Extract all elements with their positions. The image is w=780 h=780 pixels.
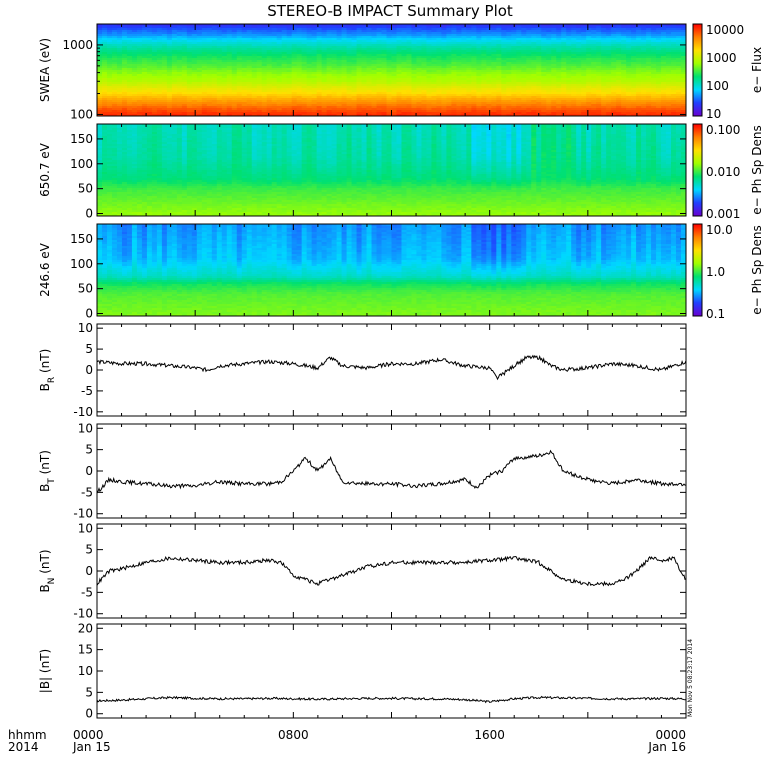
y-tick-label: 10: [78, 321, 93, 335]
panel-6: 10 5 0 -5 -10 BN (nT): [38, 521, 687, 621]
line-series-4: [96, 354, 687, 381]
line-series-7: [96, 695, 687, 704]
colorbar-tick: 1.0: [706, 265, 725, 279]
y-tick-label: -5: [81, 585, 93, 599]
y-tick-label: 100: [70, 157, 93, 171]
y-tick-label: 1000: [62, 38, 93, 52]
y-axis-label: |B| (nT): [38, 649, 52, 693]
y-tick-label: 20: [78, 621, 93, 635]
y-tick-label: 0: [85, 307, 93, 321]
y-axis-label: BN (nT): [38, 549, 57, 592]
panel-4: 10 5 0 -5 -10 BR (nT): [38, 321, 687, 419]
line-series-5: [96, 449, 687, 494]
colorbar-3: 10.0 1.0 0.1 e− Ph Sp Dens: [692, 223, 764, 321]
spectrogram-2: [97, 124, 686, 216]
panel-frame: [96, 623, 687, 719]
y-tick-label: 100: [70, 257, 93, 271]
line-series-6: [96, 555, 687, 587]
y-axis-label: SWEA (eV): [38, 38, 52, 102]
colorbar-label: e− Ph Sp Dens: [750, 125, 764, 214]
x-tick-label: 0000: [73, 728, 104, 742]
y-tick-label: 5: [85, 342, 93, 356]
y-tick-label: 10: [78, 521, 93, 535]
colorbar-tick: 100: [706, 79, 729, 93]
colorbar-1: 10000 1000 100 10 e− Flux: [692, 23, 764, 121]
y-tick-label: -10: [73, 607, 93, 621]
colorbar-label: e− Ph Sp Dens: [750, 225, 764, 314]
panel-2: 0.100 0.010 0.001 e− Ph Sp Dens 0 50 100 150 650…: [38, 123, 764, 221]
y-tick-label: -10: [73, 507, 93, 521]
year-label: 2014: [8, 740, 39, 754]
panel-frame: [96, 523, 687, 619]
y-tick-label: 5: [85, 443, 93, 457]
colorbar-tick: 1000: [706, 51, 737, 65]
y-tick-label: -5: [81, 485, 93, 499]
x-date-label: Jan 16: [647, 740, 686, 754]
y-tick-label: -5: [81, 384, 93, 398]
trace-6: [96, 555, 687, 587]
x-tick-label: 0800: [278, 728, 309, 742]
y-tick-label: 150: [70, 232, 93, 246]
y-tick-label: 0: [85, 707, 93, 721]
x-tick-label: 1600: [474, 728, 505, 742]
panel-5: 10 5 0 -5 -10 BT (nT): [38, 421, 687, 521]
trace-4: [96, 354, 687, 381]
y-tick-label: 0: [85, 363, 93, 377]
panel-frame: [96, 423, 687, 519]
spectrogram-3: [97, 224, 686, 316]
y-tick-label: 5: [85, 685, 93, 699]
colorbar-label: e− Flux: [750, 47, 764, 93]
colorbar-tick: 0.001: [706, 207, 740, 221]
generation-timestamp: Mon Nov 5 08:23:17 2014: [687, 639, 694, 717]
x-tick-label: 0000: [655, 728, 686, 742]
plot-title: STEREO-B IMPACT Summary Plot: [267, 2, 513, 20]
colorbar-tick: 0.1: [706, 307, 725, 321]
y-tick-label: 100: [70, 107, 93, 121]
x-date-label: Jan 15: [72, 740, 111, 754]
y-tick-label: 10: [78, 664, 93, 678]
y-tick-label: 10: [78, 421, 93, 435]
y-tick-label: 0: [85, 564, 93, 578]
colorbar-tick: 10.0: [706, 223, 733, 237]
y-tick-label: 150: [70, 132, 93, 146]
spectrogram-1: [97, 24, 686, 116]
colorbar-tick: 10000: [706, 23, 744, 37]
y-tick-label: 5: [85, 543, 93, 557]
panel-frame: [96, 323, 687, 417]
y-tick-label: 15: [78, 643, 93, 657]
y-axis-label: 246.6 eV: [38, 242, 52, 297]
y-tick-label: 0: [85, 464, 93, 478]
colorbar-2: 0.100 0.010 0.001 e− Ph Sp Dens: [692, 123, 764, 221]
panel-7: 20 15 10 5 0 |B| (nT): [38, 621, 687, 721]
trace-7: [96, 695, 687, 704]
panel-3: 10.0 1.0 0.1 e− Ph Sp Dens 0 50 100 150 246.6 eV: [38, 223, 764, 321]
trace-5: [96, 449, 687, 494]
hhmm-label: hhmm: [8, 728, 47, 742]
y-tick-label: 50: [78, 182, 93, 196]
y-axis-label: BT (nT): [38, 450, 57, 492]
colorbar-tick: 10: [706, 107, 721, 121]
y-tick-label: 0: [85, 207, 93, 221]
panel-1: 10000 1000 100 10 e− Flux 100 1000 SWEA (eV): [38, 23, 764, 121]
colorbar-tick: 0.010: [706, 165, 740, 179]
y-tick-label: -10: [73, 405, 93, 419]
y-axis-label: BR (nT): [38, 349, 57, 392]
y-tick-label: 50: [78, 282, 93, 296]
y-axis-label: 650.7 eV: [38, 142, 52, 197]
colorbar-tick: 0.100: [706, 123, 740, 137]
